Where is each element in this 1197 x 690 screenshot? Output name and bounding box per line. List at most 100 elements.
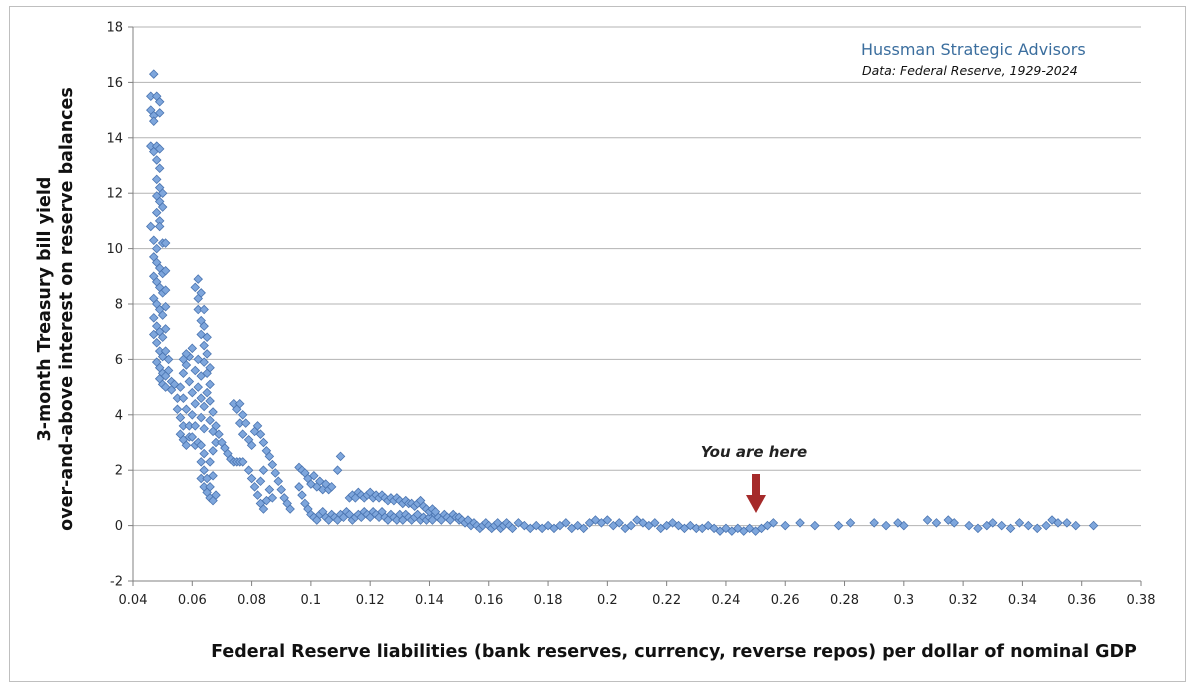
data-point (193, 274, 203, 284)
data-point (996, 520, 1007, 531)
data-point (507, 523, 518, 534)
data-point (205, 415, 215, 426)
data-point (833, 520, 844, 531)
data-point (181, 440, 192, 451)
data-point (151, 155, 162, 165)
x-tick-label: 0.16 (474, 593, 503, 608)
data-point (154, 108, 165, 118)
data-point (602, 515, 613, 525)
data-point (205, 379, 215, 390)
data-point (199, 465, 209, 475)
data-point (638, 518, 648, 528)
x-tick-label: 0.04 (119, 593, 148, 608)
data-point (190, 421, 201, 431)
data-point (273, 476, 284, 487)
data-point (1023, 520, 1034, 531)
data-point (160, 302, 171, 312)
data-point (196, 412, 206, 423)
data-point (208, 446, 218, 456)
data-point (1032, 523, 1043, 534)
data-point (211, 490, 221, 500)
data-point (190, 365, 201, 376)
annotation-arrow-shaft (752, 474, 760, 496)
data-point (199, 357, 209, 367)
data-point (667, 518, 678, 528)
data-point (531, 520, 541, 531)
data-point (151, 207, 162, 218)
data-point (148, 116, 159, 126)
data-point (208, 407, 218, 417)
data-point (148, 313, 159, 323)
data-point (973, 523, 983, 534)
data-point (258, 437, 269, 448)
x-tick-label: 0.08 (237, 593, 266, 608)
data-point (237, 410, 248, 420)
data-point (270, 468, 281, 478)
axes: -2 0 2 4 6 8 10 12 14 16 18 0.04 0.06 0.08 0.1 0.12 0.14… (106, 21, 1155, 609)
data-point (922, 515, 933, 525)
data-point (578, 523, 589, 534)
data-point (178, 368, 189, 379)
data-point (943, 515, 954, 525)
data-point (267, 493, 278, 503)
data-point (650, 518, 660, 528)
data-point (237, 457, 248, 467)
data-point (199, 401, 209, 412)
data-point (795, 518, 805, 528)
data-point (157, 332, 168, 343)
credit-source: Data: Federal Reserve, 1929-2024 (862, 63, 1078, 78)
data-point (276, 484, 287, 495)
data-point (240, 418, 251, 428)
y-tick-label: 4 (115, 408, 123, 423)
data-point (780, 520, 791, 531)
data-point (160, 265, 171, 276)
data-point (561, 518, 571, 528)
data-point (297, 490, 307, 500)
x-tick-label: 0.3 (893, 593, 914, 608)
x-tick-label: 0.26 (771, 593, 800, 608)
data-point (267, 459, 278, 470)
data-point (199, 448, 209, 459)
data-point (949, 518, 959, 528)
data-point (1062, 518, 1072, 528)
data-point (326, 482, 337, 492)
data-point (187, 432, 198, 442)
x-tick-label: 0.18 (534, 593, 563, 608)
x-tick-label: 0.36 (1067, 593, 1096, 608)
data-point (187, 410, 198, 420)
annotation-arrow (746, 474, 766, 513)
data-point (187, 343, 198, 354)
credit-block: Hussman Strategic Advisors Data: Federal… (861, 40, 1086, 78)
data-point (196, 440, 206, 451)
data-point (285, 504, 295, 514)
data-point (157, 310, 168, 320)
data-point (249, 482, 260, 492)
x-tick-label: 0.12 (356, 593, 385, 608)
x-axis-title: Federal Reserve liabilities (bank reserv… (211, 642, 1137, 662)
x-tick-label: 0.06 (178, 593, 207, 608)
chart-frame: -2 0 2 4 6 8 10 12 14 16 18 0.04 0.06 0.08 0.1 0.12 0.14… (9, 6, 1186, 682)
data-point (199, 321, 209, 331)
data-point (1005, 523, 1016, 534)
data-point (513, 518, 524, 528)
data-point (572, 520, 583, 531)
data-point (196, 393, 206, 403)
data-point (148, 69, 159, 79)
y-axis-title-line-2: over-and-above interest on reserve balan… (57, 87, 77, 531)
data-point (187, 387, 198, 398)
data-point (1088, 520, 1099, 531)
y-tick-label: 14 (106, 131, 123, 146)
data-point (163, 354, 174, 365)
data-point (211, 421, 221, 431)
x-tick-label: 0.32 (949, 593, 978, 608)
data-point (214, 429, 224, 439)
data-point (157, 202, 168, 212)
y-tick-label: 18 (106, 21, 123, 36)
data-point (157, 188, 168, 198)
data-point (590, 515, 601, 525)
y-tick-label: -2 (110, 575, 123, 590)
data-point (899, 520, 909, 531)
data-point (685, 520, 696, 531)
data-point (264, 451, 275, 462)
data-point (172, 404, 183, 415)
